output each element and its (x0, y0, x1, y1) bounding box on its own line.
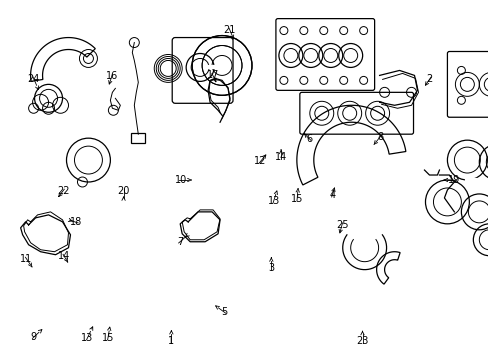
Text: 22: 22 (57, 186, 69, 196)
FancyBboxPatch shape (447, 51, 488, 117)
Text: 4: 4 (328, 190, 335, 200)
Text: 24: 24 (28, 74, 40, 84)
Text: 23: 23 (356, 336, 368, 346)
Text: 21: 21 (223, 25, 236, 35)
Text: 13: 13 (81, 333, 93, 343)
Text: 15: 15 (290, 194, 303, 204)
Text: 25: 25 (335, 220, 347, 230)
Text: 20: 20 (117, 186, 129, 196)
Text: 18: 18 (70, 217, 82, 227)
FancyBboxPatch shape (299, 92, 413, 134)
Text: 7: 7 (177, 237, 183, 247)
FancyBboxPatch shape (275, 19, 374, 90)
Text: 9: 9 (31, 332, 37, 342)
Text: 11: 11 (20, 254, 33, 264)
Text: 17: 17 (206, 70, 219, 80)
FancyBboxPatch shape (131, 133, 145, 143)
Text: 2: 2 (426, 74, 432, 84)
Text: 5: 5 (221, 307, 227, 317)
Text: 16: 16 (105, 71, 118, 81)
Text: 10: 10 (175, 175, 187, 185)
Text: 1: 1 (168, 336, 174, 346)
Text: 14: 14 (58, 251, 70, 261)
FancyBboxPatch shape (172, 37, 233, 103)
Text: 19: 19 (447, 175, 459, 185)
Text: 14: 14 (274, 152, 286, 162)
Text: 12: 12 (254, 156, 266, 166)
Text: 6: 6 (305, 134, 312, 144)
Text: 13: 13 (267, 196, 279, 206)
Text: 3: 3 (268, 263, 274, 273)
Text: 8: 8 (376, 132, 382, 142)
Text: 15: 15 (102, 333, 114, 343)
